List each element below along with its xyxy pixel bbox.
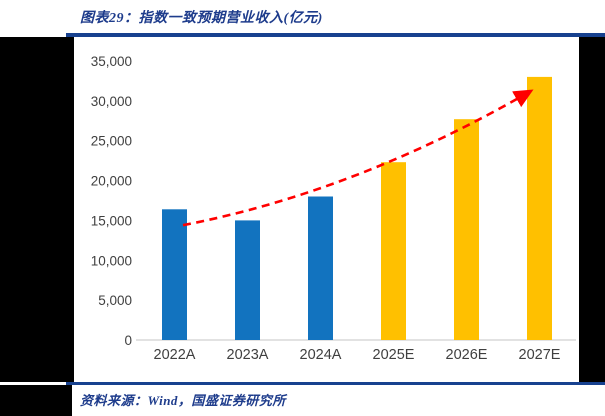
y-tick-label: 20,000 (91, 174, 132, 189)
x-tick-label: 2022A (154, 347, 196, 363)
x-tick-label: 2025E (373, 347, 415, 363)
footer-separator-rule (66, 382, 605, 385)
bar-2027E (527, 76, 552, 341)
bar-2026E (454, 119, 479, 340)
y-tick-label: 30,000 (91, 94, 132, 109)
source-note: 资料来源：Wind，国盛证券研究所 (80, 393, 286, 408)
trend-dashed-arrow (182, 89, 534, 227)
y-tick-label: 10,000 (91, 253, 132, 268)
bar-2022A (162, 209, 187, 340)
y-tick-label: 25,000 (91, 134, 132, 149)
x-tick-label: 2024A (300, 347, 342, 363)
bar-2024A (308, 196, 333, 340)
bar-2025E (381, 162, 406, 340)
chart-canvas: 0 5,000 10,000 15,000 20,000 25,000 30,000 35,0… (74, 37, 579, 382)
figure-title: 图表29：指数一致预期营业收入(亿元) (80, 11, 323, 26)
figure-background-band: 0 5,000 10,000 15,000 20,000 25,000 30,000 35,0… (0, 37, 605, 382)
x-tick-label: 2026E (446, 347, 488, 363)
y-tick-label: 5,000 (98, 293, 132, 308)
y-tick-label: 15,000 (91, 213, 132, 228)
x-tick-label: 2027E (519, 347, 561, 363)
revenue-forecast-bar-chart: 0 5,000 10,000 15,000 20,000 25,000 30,000 35,0… (91, 54, 576, 363)
bar-2023A (235, 220, 260, 340)
footer-left-margin (0, 385, 72, 416)
y-tick-label: 0 (124, 333, 132, 348)
y-tick-label: 35,000 (91, 54, 132, 69)
title-separator-rule (66, 33, 605, 37)
x-tick-label: 2023A (227, 347, 269, 363)
